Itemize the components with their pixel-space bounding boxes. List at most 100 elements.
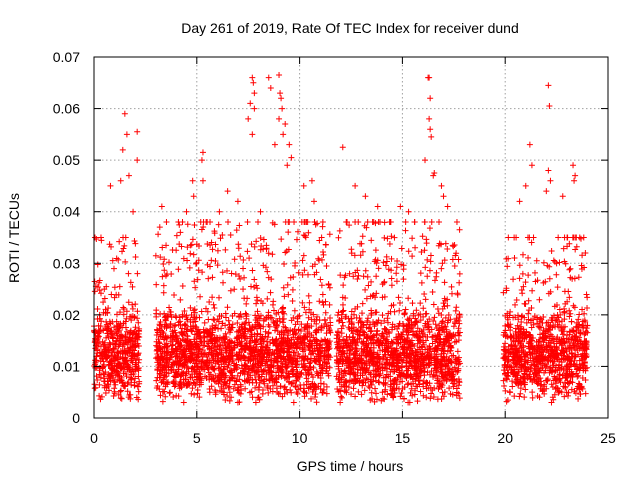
data-point [576,386,583,393]
data-point [348,320,355,327]
plot-frame [93,56,609,419]
data-point [285,219,292,226]
data-point [356,332,363,339]
data-point [531,349,538,356]
data-point [233,378,240,385]
data-point [412,367,419,374]
data-point [503,255,510,262]
x-tick-label: 15 [395,430,411,446]
data-point [311,345,318,352]
data-point-peak [199,177,206,184]
data-point [118,365,125,372]
data-point [343,342,350,349]
data-point [106,241,113,248]
data-point [134,315,141,322]
data-point [114,349,121,356]
data-point [360,338,367,345]
data-point [550,396,557,403]
data-point [162,333,169,340]
data-point [358,323,365,330]
data-point [242,385,249,392]
data-point [576,311,583,318]
data-point [442,297,449,304]
data-point [264,384,271,391]
data-point [548,247,555,254]
data-point [410,310,417,317]
data-point [96,287,103,294]
data-point [455,325,462,332]
data-point [363,342,370,349]
data-point [213,350,220,357]
data-point [120,355,127,362]
data-point [568,350,575,357]
data-point [241,354,248,361]
data-point-peak [271,141,278,148]
data-point [439,305,446,312]
data-point [343,339,350,346]
data-point [111,294,118,301]
data-point [224,267,231,274]
data-point [447,347,454,354]
data-point [283,248,290,255]
data-point [398,363,405,370]
data-point [300,354,307,361]
data-point [355,359,362,366]
data-point [190,307,197,314]
data-point [305,378,312,385]
data-point [153,377,160,384]
data-point [135,350,142,357]
data-point [188,327,195,334]
data-point [535,323,542,330]
data-point [300,388,307,395]
data-point [159,398,166,405]
data-point [416,377,423,384]
data-point [163,219,170,226]
data-point [455,382,462,389]
data-point [112,381,119,388]
data-point [431,277,438,284]
data-point [228,394,235,401]
data-point [580,362,587,369]
data-point [393,264,400,271]
data-point [385,344,392,351]
data-point [427,395,434,402]
data-point [169,334,176,341]
data-point [153,281,160,288]
data-point [307,359,314,366]
data-point [265,309,272,316]
data-point [351,348,358,355]
data-point [325,280,332,287]
data-point [443,376,450,383]
data-point [253,300,260,307]
data-point [134,336,141,343]
data-point [128,341,135,348]
data-point [551,258,558,265]
data-point [439,369,446,376]
data-point-peak [559,193,566,200]
data-point [225,219,232,226]
data-point [507,389,514,396]
data-point [177,296,184,303]
data-point [390,368,397,375]
data-point [310,386,317,393]
data-point [93,373,100,380]
data-point [299,271,306,278]
data-point-peak [308,177,315,184]
data-point [115,327,122,334]
data-point [343,333,350,340]
data-point [336,227,343,234]
data-point [353,342,360,349]
data-point [153,313,160,320]
data-point [456,279,463,286]
x-tick-label: 0 [90,430,98,446]
data-point [322,358,329,365]
data-point [541,346,548,353]
data-point [300,232,307,239]
data-point [550,377,557,384]
data-point [531,361,538,368]
data-point [264,295,271,302]
data-point [337,399,344,406]
data-point [211,304,218,311]
data-point [109,366,116,373]
data-point [314,220,321,227]
